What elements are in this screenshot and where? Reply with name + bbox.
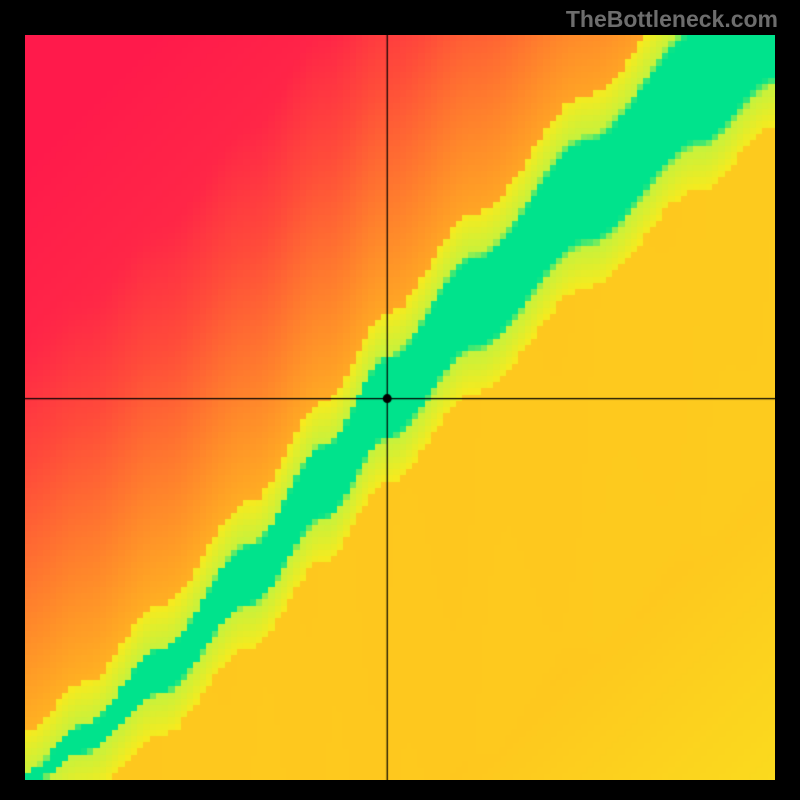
chart-container: TheBottleneck.com <box>0 0 800 800</box>
watermark-text: TheBottleneck.com <box>566 6 778 33</box>
bottleneck-heatmap <box>25 35 775 780</box>
